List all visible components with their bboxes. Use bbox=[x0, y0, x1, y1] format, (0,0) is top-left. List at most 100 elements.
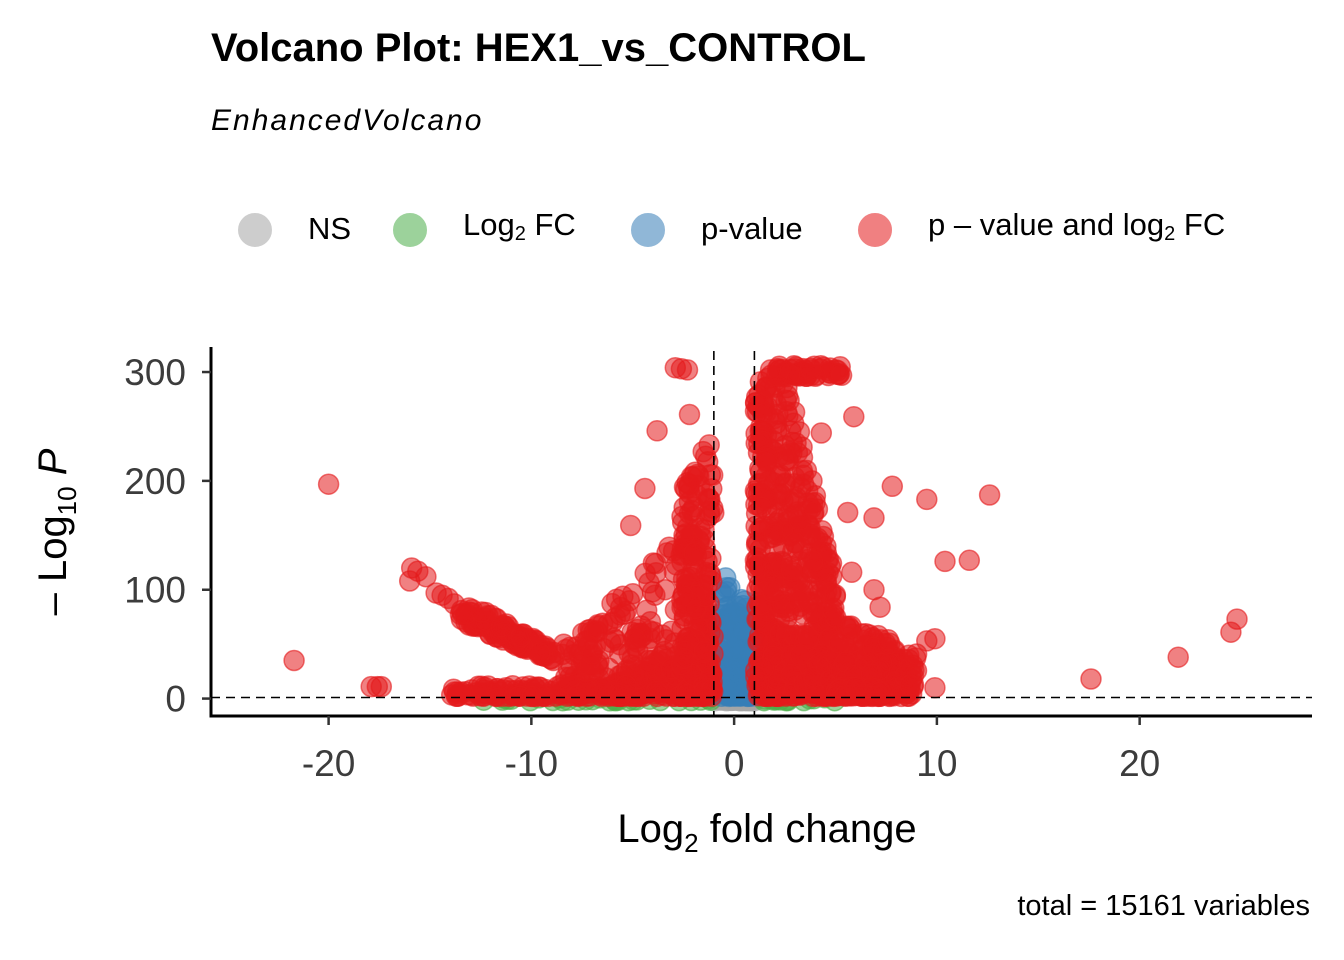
x-tick-label: -10 bbox=[505, 743, 558, 784]
data-point bbox=[830, 364, 853, 387]
legend-label: p-value bbox=[701, 210, 803, 246]
data-point bbox=[824, 584, 847, 606]
legend-label: NS bbox=[308, 210, 352, 246]
data-point bbox=[934, 550, 956, 573]
x-tick-label: -20 bbox=[302, 743, 355, 784]
legend-item-ns: NS bbox=[238, 200, 351, 260]
axes bbox=[202, 347, 1312, 725]
data-point bbox=[799, 357, 822, 379]
legend-key-p-icon bbox=[631, 213, 665, 247]
data-point bbox=[869, 596, 891, 618]
data-point bbox=[283, 649, 305, 672]
y-tick-label: 100 bbox=[124, 570, 186, 611]
data-point bbox=[840, 561, 863, 584]
legend-item-pvalue-and-log2fc: p – value and log2 FC bbox=[858, 200, 1225, 260]
data-point bbox=[806, 579, 829, 601]
data-point bbox=[672, 585, 694, 607]
data-point bbox=[701, 678, 723, 701]
y-tick-label: 300 bbox=[124, 352, 186, 393]
page-subtitle: EnhancedVolcano bbox=[211, 104, 484, 137]
data-point bbox=[783, 472, 806, 495]
data-point bbox=[370, 675, 393, 698]
data-point bbox=[1080, 668, 1102, 690]
data-point bbox=[443, 593, 466, 615]
legend-item-pvalue: p-value bbox=[631, 200, 803, 260]
data-point bbox=[510, 625, 532, 648]
data-point bbox=[415, 565, 437, 588]
data-point bbox=[449, 681, 472, 703]
data-point bbox=[863, 507, 885, 529]
data-point bbox=[801, 550, 824, 572]
data-point bbox=[843, 405, 865, 428]
data-point bbox=[693, 640, 716, 662]
legend-key-both-icon bbox=[858, 213, 892, 247]
data-point bbox=[958, 549, 981, 572]
data-point bbox=[559, 636, 581, 659]
data-point bbox=[828, 632, 851, 654]
data-point bbox=[877, 629, 899, 651]
legend-key-ns-icon bbox=[238, 213, 272, 247]
data-point bbox=[1167, 646, 1189, 668]
data-point bbox=[615, 674, 637, 697]
data-points bbox=[283, 354, 1248, 712]
data-point bbox=[788, 589, 811, 612]
data-point bbox=[470, 675, 493, 697]
data-point bbox=[654, 578, 676, 601]
data-point bbox=[744, 556, 767, 578]
data-point bbox=[676, 359, 699, 381]
data-point bbox=[750, 496, 773, 518]
data-point bbox=[715, 580, 738, 603]
data-point bbox=[575, 679, 598, 701]
cutoff-lines bbox=[211, 351, 1312, 716]
data-point bbox=[605, 629, 627, 651]
data-point bbox=[688, 474, 711, 496]
data-point bbox=[756, 452, 779, 475]
data-point bbox=[789, 644, 811, 666]
data-point bbox=[673, 524, 695, 547]
data-point bbox=[978, 484, 1001, 506]
data-point bbox=[763, 523, 786, 546]
data-point bbox=[869, 681, 891, 703]
data-point bbox=[646, 420, 668, 442]
data-point bbox=[924, 676, 946, 699]
total-variables-caption: total = 15161 variables bbox=[1017, 890, 1310, 922]
data-point bbox=[801, 470, 823, 492]
data-point bbox=[916, 488, 938, 511]
legend-label: p – value and log2 FC bbox=[928, 206, 1226, 245]
data-point bbox=[622, 582, 644, 605]
y-tick-label: 200 bbox=[124, 461, 186, 502]
data-point bbox=[881, 475, 904, 498]
data-point bbox=[722, 637, 745, 659]
x-tick-label: 0 bbox=[724, 743, 745, 784]
data-point bbox=[634, 477, 656, 500]
data-point bbox=[752, 657, 775, 679]
data-point bbox=[1226, 608, 1248, 630]
data-point bbox=[780, 492, 803, 514]
legend-label: Log2 FC bbox=[463, 206, 576, 245]
data-point bbox=[699, 565, 722, 587]
data-point bbox=[788, 509, 811, 531]
data-point bbox=[528, 642, 551, 664]
data-point bbox=[924, 627, 946, 650]
legend-item-log2fc: Log2 FC bbox=[393, 200, 576, 260]
data-point bbox=[645, 680, 668, 703]
x-tick-label: 10 bbox=[916, 743, 957, 784]
data-point bbox=[490, 616, 512, 638]
data-point bbox=[783, 531, 806, 554]
data-point bbox=[759, 359, 782, 381]
data-point bbox=[470, 601, 493, 623]
data-point bbox=[601, 611, 624, 634]
x-tick-label: 20 bbox=[1119, 743, 1160, 784]
data-point bbox=[745, 533, 768, 556]
data-point bbox=[521, 685, 544, 708]
y-axis-title: – Log10 P bbox=[31, 448, 82, 615]
y-tick-label: 0 bbox=[165, 679, 186, 720]
data-point bbox=[802, 601, 825, 624]
data-point bbox=[747, 631, 769, 653]
data-point bbox=[791, 446, 814, 469]
data-point bbox=[751, 430, 774, 453]
data-point bbox=[755, 402, 777, 424]
page-title: Volcano Plot: HEX1_vs_CONTROL bbox=[211, 26, 866, 70]
